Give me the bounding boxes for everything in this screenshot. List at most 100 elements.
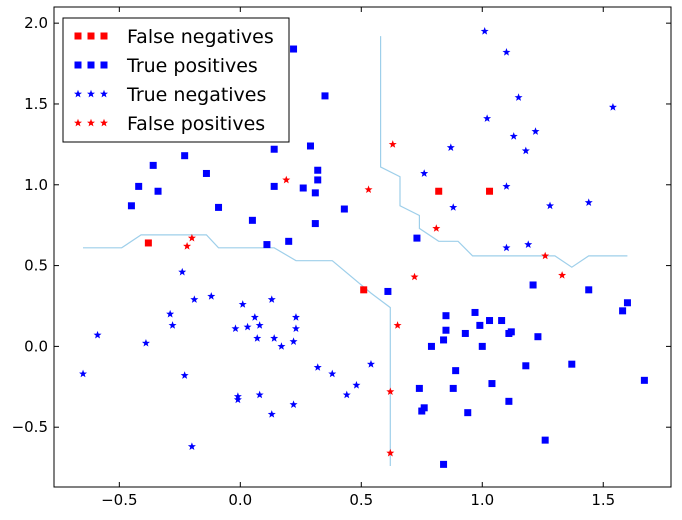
data-point xyxy=(449,203,458,211)
data-point xyxy=(388,140,397,148)
y-tick-label: 2.0 xyxy=(24,14,48,32)
data-point xyxy=(488,380,496,388)
data-point xyxy=(418,407,426,415)
data-point xyxy=(238,300,247,308)
y-tick-label: 1.0 xyxy=(24,176,48,194)
data-point xyxy=(541,436,549,444)
data-point xyxy=(255,321,264,329)
data-point xyxy=(215,203,223,211)
data-point xyxy=(360,286,368,294)
data-point xyxy=(263,241,271,249)
data-point xyxy=(619,307,627,315)
data-point xyxy=(505,397,513,405)
data-point xyxy=(352,380,361,389)
x-axis-ticks: −0.5 0.0 0.5 1.0 1.5 xyxy=(101,7,615,509)
data-point xyxy=(253,334,262,342)
data-point xyxy=(507,328,515,336)
data-point xyxy=(393,321,402,329)
x-tick-label: 1.5 xyxy=(591,491,615,509)
data-point xyxy=(127,202,135,210)
data-point xyxy=(514,93,523,101)
boundary-line xyxy=(380,36,628,268)
data-point xyxy=(328,369,337,378)
y-tick-label: 0.0 xyxy=(24,337,48,355)
data-point xyxy=(442,326,450,334)
data-point xyxy=(270,334,279,342)
data-point xyxy=(311,220,319,228)
data-point xyxy=(289,337,298,345)
data-point xyxy=(486,187,494,195)
data-point xyxy=(290,45,298,53)
legend-marker xyxy=(74,61,82,69)
data-point xyxy=(420,169,429,177)
data-point xyxy=(187,233,196,242)
legend-marker xyxy=(100,89,108,98)
data-point xyxy=(187,442,196,450)
data-point xyxy=(285,237,293,245)
legend: False negatives True positives True negati… xyxy=(62,17,290,143)
data-point xyxy=(340,205,348,213)
data-point xyxy=(440,336,448,344)
data-point xyxy=(384,287,392,295)
data-point xyxy=(546,201,555,210)
data-point xyxy=(522,362,530,370)
data-point xyxy=(449,384,457,392)
data-point xyxy=(486,317,494,325)
legend-entry: False positives xyxy=(74,113,265,135)
data-point xyxy=(181,152,189,160)
data-point xyxy=(440,460,448,468)
x-tick-label: 0.5 xyxy=(349,491,373,509)
data-point xyxy=(277,342,286,350)
data-point xyxy=(166,309,175,318)
data-point xyxy=(623,299,631,307)
series-true-negatives xyxy=(79,27,617,450)
data-point xyxy=(413,234,421,242)
legend-marker xyxy=(87,118,95,127)
data-point xyxy=(585,286,593,294)
legend-marker xyxy=(100,32,108,40)
legend-marker xyxy=(87,32,95,40)
data-point xyxy=(243,322,252,331)
legend-entry: False negatives xyxy=(74,26,274,48)
data-point xyxy=(498,317,506,325)
data-point xyxy=(314,176,322,184)
data-point xyxy=(464,409,472,417)
data-point xyxy=(267,410,276,418)
series-true-positives xyxy=(127,45,648,468)
data-point xyxy=(521,146,530,155)
data-point xyxy=(415,384,423,392)
data-point xyxy=(524,240,533,248)
y-tick-label: −0.5 xyxy=(12,418,48,436)
data-point xyxy=(168,321,177,329)
data-point xyxy=(154,187,162,195)
data-point xyxy=(291,313,300,321)
data-point xyxy=(141,338,150,347)
data-point xyxy=(446,143,455,151)
data-point xyxy=(342,390,351,399)
data-point xyxy=(321,92,329,100)
y-tick-label: 0.5 xyxy=(24,257,48,275)
data-point xyxy=(452,367,460,375)
data-point xyxy=(255,390,264,399)
data-point xyxy=(144,239,152,247)
legend-label: False negatives xyxy=(127,26,274,48)
data-point xyxy=(608,103,617,111)
data-point xyxy=(480,27,489,35)
data-point xyxy=(183,241,192,250)
x-tick-label: 1.0 xyxy=(470,491,494,509)
legend-marker xyxy=(87,61,95,69)
data-point xyxy=(231,324,240,333)
legend-marker xyxy=(100,61,108,69)
data-point xyxy=(386,448,395,457)
data-point xyxy=(202,169,210,177)
legend-marker xyxy=(87,89,95,98)
data-point xyxy=(282,175,291,184)
legend-entry: True positives xyxy=(74,55,258,77)
legend-marker xyxy=(74,32,82,40)
boundary-line xyxy=(83,234,391,466)
data-point xyxy=(267,295,276,303)
data-point xyxy=(568,360,576,368)
data-point xyxy=(502,182,511,190)
data-point xyxy=(270,182,278,190)
